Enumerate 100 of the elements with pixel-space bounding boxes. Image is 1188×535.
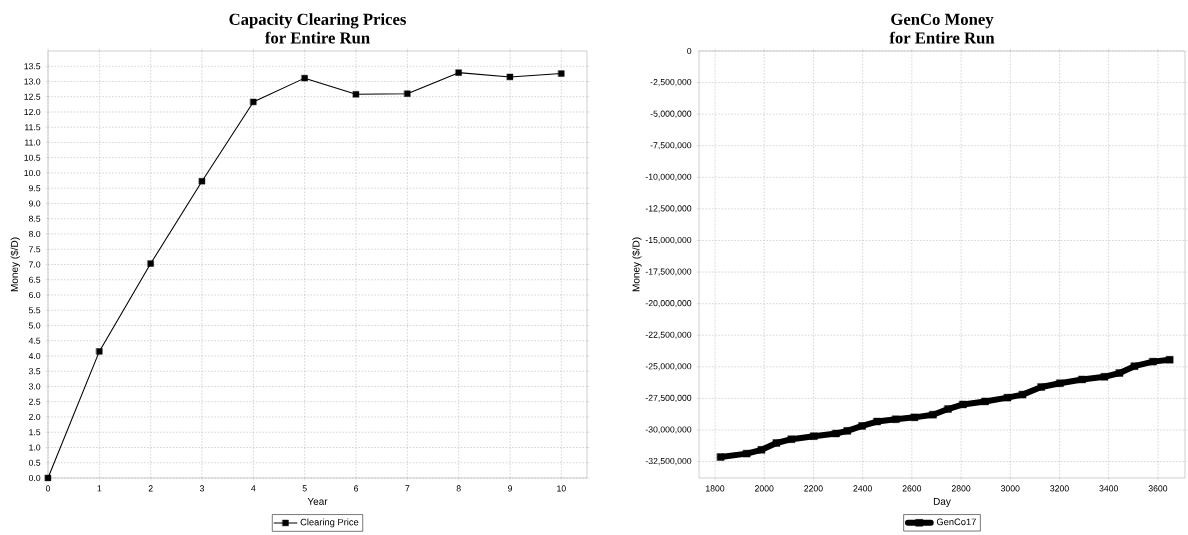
y-tick-label: 2.0 bbox=[29, 413, 41, 421]
y-tick-label: -20,000,000 bbox=[645, 300, 692, 308]
point bbox=[44, 474, 52, 482]
point bbox=[1130, 362, 1139, 370]
y-tick-label: 3.5 bbox=[28, 368, 41, 375]
point bbox=[404, 90, 411, 97]
y-tick-label: 8.5 bbox=[28, 215, 41, 222]
y-axis-title: Money ($/D) bbox=[632, 237, 642, 292]
y-tick-label: 7.0 bbox=[29, 261, 41, 268]
y-tick-label: 12.5 bbox=[24, 93, 41, 100]
point bbox=[250, 98, 257, 106]
x-axis-title: Day bbox=[933, 497, 951, 507]
point bbox=[787, 435, 796, 443]
point bbox=[506, 73, 514, 81]
x-tick-label: 4 bbox=[251, 485, 256, 492]
y-tick-label: 10.5 bbox=[24, 154, 41, 161]
point bbox=[929, 411, 937, 419]
x-tick-label: 0 bbox=[45, 485, 51, 492]
y-tick-label: 9.5 bbox=[28, 185, 41, 192]
point bbox=[455, 69, 462, 76]
x-tick-label: 5 bbox=[302, 485, 307, 492]
y-tick-label: 1.5 bbox=[29, 429, 41, 436]
x-tick-label: 2400 bbox=[853, 485, 872, 492]
x-axis-title: Year bbox=[307, 497, 328, 505]
chart-subtitle: for Entire Run bbox=[889, 31, 995, 44]
x-tick-label: 1800 bbox=[706, 485, 725, 492]
x-tick-label: 7 bbox=[405, 485, 410, 492]
y-tick-label: 8.0 bbox=[28, 230, 41, 238]
x-tick-label: 2 bbox=[148, 485, 153, 492]
x-tick-label: 9 bbox=[508, 485, 513, 492]
y-tick-label: 11.5 bbox=[25, 124, 41, 131]
x-tick-label: 1 bbox=[97, 485, 102, 492]
y-tick-label: -17,500,000 bbox=[645, 268, 692, 276]
x-tick-label: 3600 bbox=[1148, 485, 1168, 492]
y-tick-label: -30,000,000 bbox=[645, 426, 692, 434]
point bbox=[1018, 390, 1027, 399]
y-tick-label: 7.5 bbox=[29, 246, 41, 253]
y-tick-label: 4.0 bbox=[28, 352, 41, 360]
point bbox=[301, 75, 308, 82]
y-tick-label: 1.0 bbox=[29, 444, 41, 451]
point bbox=[558, 70, 565, 77]
y-tick-label: 6.0 bbox=[29, 291, 41, 299]
y-tick-label: 6.5 bbox=[29, 276, 41, 283]
chart-title: GenCo Money bbox=[891, 13, 994, 29]
y-tick-label: 2.5 bbox=[29, 398, 41, 405]
point bbox=[352, 91, 360, 98]
x-tick-label: 3 bbox=[199, 485, 205, 492]
point bbox=[1078, 375, 1086, 384]
y-tick-label: 9.0 bbox=[28, 200, 41, 207]
point bbox=[944, 405, 952, 413]
x-tick-label: 2800 bbox=[951, 485, 971, 492]
y-tick-label: -12,500,000 bbox=[645, 205, 692, 213]
point bbox=[858, 422, 866, 430]
y-tick-label: 0 bbox=[687, 47, 692, 55]
point bbox=[873, 417, 881, 426]
y-tick-label: -27,500,000 bbox=[645, 394, 692, 402]
y-tick-label: 4.5 bbox=[28, 337, 41, 344]
y-tick-label: 13.0 bbox=[24, 78, 41, 85]
x-tick-label: 2600 bbox=[902, 485, 922, 492]
chart-title: Capacity Clearing Prices bbox=[229, 13, 406, 29]
y-tick-label: 5.0 bbox=[28, 322, 41, 329]
point bbox=[716, 453, 725, 461]
point bbox=[981, 397, 989, 406]
point bbox=[772, 439, 781, 447]
x-tick-label: 3200 bbox=[1050, 485, 1069, 492]
y-tick-label: -7,500,000 bbox=[650, 142, 692, 150]
x-tick-label: 8 bbox=[456, 485, 461, 492]
x-tick-label: 3000 bbox=[1000, 485, 1020, 492]
point bbox=[1100, 373, 1109, 381]
point bbox=[743, 449, 751, 458]
y-tick-label: -15,000,000 bbox=[645, 236, 692, 245]
y-tick-label: 3.0 bbox=[28, 383, 41, 390]
y-tick-label: -5,000,000 bbox=[650, 110, 692, 118]
x-tick-label: 6 bbox=[354, 485, 359, 492]
legend-label: Clearing Price bbox=[300, 518, 359, 528]
x-tick-label: 3400 bbox=[1099, 485, 1119, 492]
y-tick-label: 11.0 bbox=[25, 139, 41, 146]
point bbox=[96, 348, 103, 355]
y-tick-label: 5.5 bbox=[28, 307, 41, 314]
y-tick-label: 10.0 bbox=[24, 169, 41, 177]
point bbox=[1037, 383, 1045, 391]
point bbox=[1149, 357, 1157, 366]
point bbox=[1056, 379, 1064, 387]
point bbox=[810, 432, 818, 440]
x-tick-label: 2200 bbox=[804, 485, 823, 492]
x-tick-label: 10 bbox=[557, 485, 566, 492]
point bbox=[147, 260, 154, 267]
point bbox=[892, 415, 900, 423]
point bbox=[757, 446, 766, 454]
point bbox=[832, 429, 840, 438]
point bbox=[843, 427, 852, 435]
y-tick-label: 0.5 bbox=[28, 459, 41, 466]
y-tick-label: -10,000,000 bbox=[645, 173, 692, 181]
y-tick-label: 0.0 bbox=[28, 474, 41, 482]
y-tick-label: -22,500,000 bbox=[645, 331, 692, 339]
chart-subtitle: for Entire Run bbox=[265, 31, 370, 44]
legend-label: GenCo17 bbox=[936, 518, 976, 526]
point bbox=[959, 400, 967, 409]
y-tick-label: -2,500,000 bbox=[650, 79, 692, 87]
point bbox=[1115, 369, 1124, 377]
